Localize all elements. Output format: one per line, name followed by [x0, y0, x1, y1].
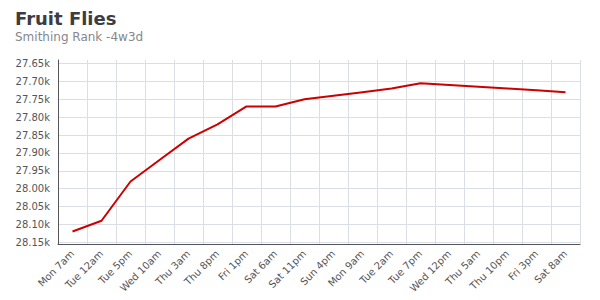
svg-text:Thu 3am: Thu 3am: [153, 248, 193, 288]
svg-text:Tue 5pm: Tue 5pm: [96, 248, 135, 287]
svg-text:Smithing Rank -4w3d: Smithing Rank -4w3d: [15, 30, 143, 44]
svg-text:Fri 3pm: Fri 3pm: [506, 248, 541, 283]
svg-text:Tue 7pm: Tue 7pm: [386, 248, 425, 287]
svg-text:27.65k: 27.65k: [16, 58, 51, 69]
svg-text:27.70k: 27.70k: [16, 76, 51, 87]
svg-text:27.85k: 27.85k: [16, 130, 51, 141]
svg-text:27.80k: 27.80k: [16, 112, 51, 123]
svg-text:Tue 12am: Tue 12am: [62, 248, 105, 291]
svg-text:Sun 4pm: Sun 4pm: [298, 248, 338, 288]
svg-text:27.95k: 27.95k: [16, 165, 51, 176]
svg-text:Thu 10pm: Thu 10pm: [467, 248, 511, 292]
svg-text:Sat 6am: Sat 6am: [242, 248, 280, 286]
svg-text:Wed 10am: Wed 10am: [118, 248, 164, 294]
svg-text:Thu 5am: Thu 5am: [443, 248, 483, 288]
svg-text:28.05k: 28.05k: [16, 201, 51, 212]
svg-text:27.90k: 27.90k: [16, 147, 51, 158]
svg-text:Sat 11pm: Sat 11pm: [266, 248, 309, 291]
svg-text:Wed 12pm: Wed 12pm: [408, 248, 454, 294]
svg-text:28.00k: 28.00k: [16, 183, 51, 194]
svg-text:Fruit Flies: Fruit Flies: [15, 8, 116, 29]
svg-text:28.10k: 28.10k: [16, 219, 51, 230]
svg-text:Mon 7am: Mon 7am: [35, 248, 77, 289]
svg-text:Sat 8am: Sat 8am: [532, 248, 569, 285]
svg-text:27.75k: 27.75k: [16, 94, 51, 105]
svg-text:Fri 1pm: Fri 1pm: [216, 248, 251, 283]
svg-text:Tue 2am: Tue 2am: [357, 248, 396, 286]
svg-text:28.15k: 28.15k: [16, 237, 51, 248]
svg-text:Thu 8pm: Thu 8pm: [182, 248, 222, 288]
svg-text:Mon 9am: Mon 9am: [326, 248, 367, 289]
